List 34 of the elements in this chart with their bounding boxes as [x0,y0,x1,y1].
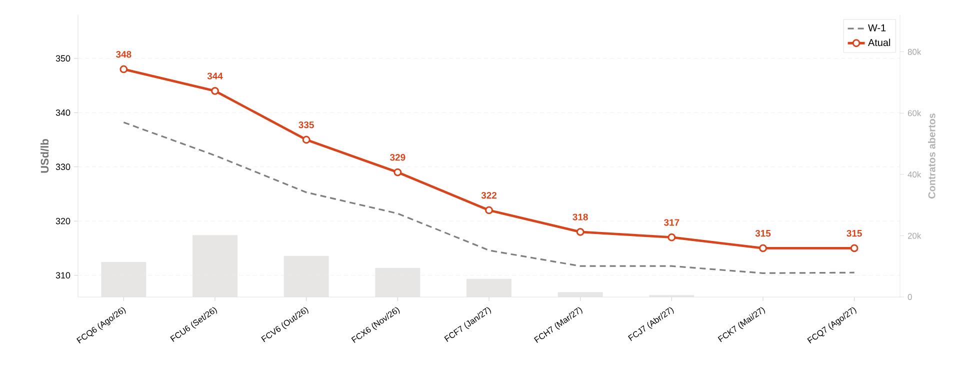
data-label: 322 [481,192,497,199]
point [576,228,584,236]
y2-tick-label: 80k [908,48,922,55]
data-label: 317 [664,219,680,226]
point [302,136,310,144]
point [485,206,493,214]
data-label: 335 [298,122,314,128]
y-tick-label: 350 [56,55,70,62]
point [850,244,858,252]
bar [558,292,603,297]
data-label: 315 [755,230,771,237]
point [394,168,402,176]
y-tick-label: 320 [56,218,70,224]
y2-tick-label: 40k [908,171,922,178]
y2-axis-title: Contratos abertos [928,114,936,198]
data-label: 329 [390,154,406,161]
data-label: 315 [846,230,862,237]
y2-tick-label: 20k [908,232,922,239]
y2-tick-label: 60k [908,110,922,116]
y-tick-label: 340 [56,109,70,116]
point [211,86,219,95]
data-label: 348 [116,51,132,58]
point [120,65,128,74]
point [759,244,767,252]
data-label: 344 [207,72,223,80]
data-label: 318 [572,214,588,220]
y-tick-label: 330 [56,164,70,170]
legend-label: W-1 [868,24,886,32]
y-tick-label: 310 [56,272,70,278]
legend-label: Atual [868,38,890,46]
y2-tick-label: 0 [908,294,912,300]
y-axis-title: USd/lb [40,139,49,173]
bar [466,278,512,297]
point [668,233,676,242]
